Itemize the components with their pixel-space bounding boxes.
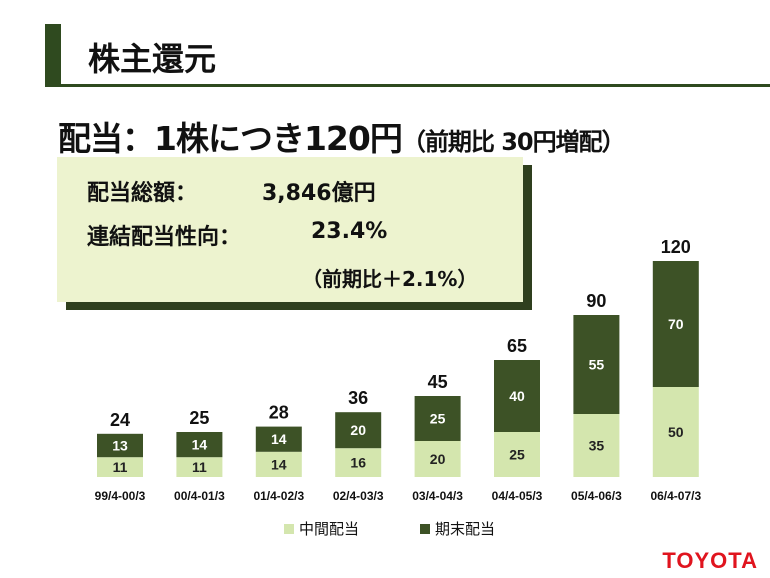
x-tick-label: 99/4-00/3 — [95, 489, 146, 503]
bar-label-interim: 16 — [350, 455, 366, 471]
bar-total-label: 24 — [110, 410, 130, 430]
bar-year-end — [176, 432, 223, 458]
bar-interim — [652, 387, 699, 477]
legend-swatch-interim — [284, 524, 294, 534]
legend-interim: 中間配当 — [284, 518, 359, 539]
bar-year-end — [97, 433, 143, 458]
bar-total-label: 25 — [189, 408, 209, 428]
dividend-per-share: 配当：1株につき120円 — [58, 119, 403, 158]
bar-total-label: 36 — [348, 388, 368, 408]
bar-label-interim: 25 — [509, 447, 525, 463]
bar-year-end — [573, 315, 620, 414]
bar-label-interim: 35 — [589, 438, 605, 454]
legend-label-year-end: 期末配当 — [435, 520, 496, 538]
bar-label-year-end: 20 — [350, 422, 366, 438]
x-tick-label: 00/4-01/3 — [174, 489, 225, 503]
bar-interim — [573, 414, 620, 477]
bar-year-end — [494, 360, 540, 432]
bar-label-year-end: 25 — [430, 411, 446, 427]
bar-interim — [335, 448, 382, 477]
x-tick-label: 02/4-03/3 — [333, 489, 384, 503]
payout-change: （前期比＋2.1%） — [302, 267, 478, 291]
page-title: 株主還元 — [88, 40, 217, 78]
bar-label-year-end: 70 — [668, 316, 684, 332]
total-label: 配当総額： — [87, 181, 198, 206]
bar-total-label: 90 — [586, 291, 606, 311]
header-underline — [45, 84, 770, 87]
bar-label-year-end: 13 — [112, 438, 128, 454]
toyota-logo: TOYOTA — [662, 548, 758, 573]
header-accent-bar — [45, 24, 61, 87]
bar-total-label: 120 — [661, 237, 691, 257]
bar-total-label: 28 — [269, 403, 289, 423]
bar-label-interim: 14 — [271, 456, 287, 472]
legend-label-interim: 中間配当 — [299, 520, 360, 538]
bar-label-year-end: 14 — [271, 431, 287, 447]
bar-label-year-end: 40 — [509, 388, 525, 404]
x-tick-label: 01/4-02/3 — [253, 489, 304, 503]
legend-year-end: 期末配当 — [420, 518, 495, 539]
bar-interim — [255, 451, 302, 477]
bar-label-year-end: 14 — [192, 437, 208, 453]
payout-label: 連結配当性向： — [87, 225, 242, 250]
bar-interim — [176, 457, 223, 477]
bar-year-end — [652, 261, 699, 387]
bar-year-end — [335, 412, 382, 449]
bar-interim — [97, 457, 143, 477]
payout-value: 23.4% — [311, 219, 388, 244]
bar-year-end — [414, 396, 461, 441]
legend-swatch-year-end — [420, 524, 430, 534]
bar-total-label: 45 — [428, 372, 448, 392]
bar-total-label: 65 — [507, 336, 527, 356]
bar-label-interim: 20 — [430, 451, 446, 467]
x-tick-label: 03/4-04/3 — [412, 489, 463, 503]
bar-interim — [494, 432, 540, 477]
bar-label-interim: 50 — [668, 424, 684, 440]
bar-year-end — [255, 426, 302, 452]
bar-interim — [414, 441, 461, 477]
x-tick-label: 06/4-07/3 — [650, 489, 701, 503]
bar-label-interim: 11 — [113, 459, 128, 475]
summary-box: 配当総額： 3,846億円 連結配当性向： 23.4% （前期比＋2.1%） — [57, 157, 523, 302]
bar-label-interim: 11 — [192, 459, 207, 475]
dividend-headline: 配当：1株につき120円（前期比 30円増配） — [58, 112, 626, 160]
dividend-change: （前期比 30円増配） — [401, 128, 626, 156]
bar-label-year-end: 55 — [589, 357, 605, 373]
x-tick-label: 05/4-06/3 — [571, 489, 622, 503]
total-value: 3,846億円 — [262, 181, 376, 206]
x-tick-label: 04/4-05/3 — [492, 489, 543, 503]
